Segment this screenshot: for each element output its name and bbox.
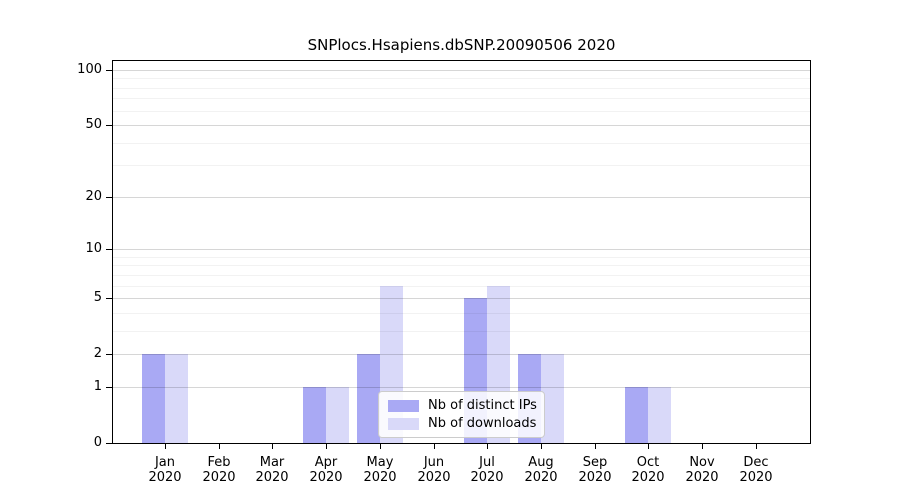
axis-left <box>112 60 113 444</box>
major-gridline <box>113 70 810 71</box>
x-tick <box>326 444 327 449</box>
minor-gridline <box>113 98 810 99</box>
minor-gridline <box>113 111 810 112</box>
major-gridline <box>113 387 810 388</box>
bar-nb-of-distinct-ips-apr-2020 <box>303 386 327 443</box>
y-tick-label: 2 <box>93 346 102 361</box>
axis-top <box>112 60 811 61</box>
bar-nb-of-downloads-oct-2020 <box>648 386 672 443</box>
x-tick-label: Feb 2020 <box>202 455 236 485</box>
y-tick-label: 1 <box>93 379 102 394</box>
y-tick <box>106 125 112 126</box>
y-tick-label: 20 <box>85 189 102 204</box>
axis-right <box>810 60 811 444</box>
minor-gridline <box>113 331 810 332</box>
minor-gridline <box>113 143 810 144</box>
x-tick-label: Sep 2020 <box>578 455 612 485</box>
legend-swatch-distinct-ips <box>388 399 419 412</box>
y-tick-label: 0 <box>93 435 102 450</box>
minor-gridline <box>113 275 810 276</box>
x-tick-label: Apr 2020 <box>309 455 343 485</box>
x-tick <box>648 444 649 449</box>
y-tick-label: 100 <box>77 62 102 77</box>
minor-gridline <box>113 313 810 314</box>
y-tick <box>106 298 112 299</box>
x-tick-label: Dec 2020 <box>739 455 773 485</box>
x-tick <box>487 444 488 449</box>
x-tick <box>165 444 166 449</box>
x-tick <box>595 444 596 449</box>
x-tick-label: Aug 2020 <box>524 455 558 485</box>
legend-label-downloads: Nb of downloads <box>428 416 537 431</box>
bar-nb-of-downloads-apr-2020 <box>326 386 350 443</box>
y-tick <box>106 197 112 198</box>
x-tick-label: Jun 2020 <box>417 455 451 485</box>
legend-swatch-downloads <box>388 417 419 430</box>
y-tick <box>106 70 112 71</box>
x-tick <box>434 444 435 449</box>
bar-nb-of-distinct-ips-jan-2020 <box>142 354 165 443</box>
major-gridline <box>113 125 810 126</box>
y-tick <box>106 443 112 444</box>
x-tick-label: May 2020 <box>363 455 397 485</box>
bar-nb-of-distinct-ips-oct-2020 <box>625 386 649 443</box>
major-gridline <box>113 249 810 250</box>
x-tick <box>541 444 542 449</box>
x-tick <box>380 444 381 449</box>
legend-item-distinct-ips: Nb of distinct IPs <box>388 398 537 413</box>
legend-item-downloads: Nb of downloads <box>388 416 537 431</box>
legend-label-distinct-ips: Nb of distinct IPs <box>428 398 537 413</box>
minor-gridline <box>113 78 810 79</box>
legend: Nb of distinct IPs Nb of downloads <box>378 391 545 438</box>
x-tick <box>756 444 757 449</box>
y-tick <box>106 387 112 388</box>
minor-gridline <box>113 286 810 287</box>
x-tick <box>272 444 273 449</box>
minor-gridline <box>113 88 810 89</box>
plot-area <box>113 60 810 443</box>
bar-nb-of-downloads-jan-2020 <box>165 354 188 443</box>
x-tick-label: Oct 2020 <box>631 455 665 485</box>
y-tick-label: 10 <box>85 241 102 256</box>
chart-title: SNPlocs.Hsapiens.dbSNP.20090506 2020 <box>307 36 616 54</box>
major-gridline <box>113 354 810 355</box>
x-tick-label: Nov 2020 <box>685 455 719 485</box>
x-tick <box>702 444 703 449</box>
minor-gridline <box>113 165 810 166</box>
minor-gridline <box>113 265 810 266</box>
y-tick <box>106 354 112 355</box>
y-tick <box>106 249 112 250</box>
major-gridline <box>113 197 810 198</box>
x-tick <box>219 444 220 449</box>
major-gridline <box>113 298 810 299</box>
x-tick-label: Jul 2020 <box>470 455 504 485</box>
x-tick-label: Jan 2020 <box>148 455 182 485</box>
bar-nb-of-distinct-ips-may-2020 <box>356 354 380 443</box>
minor-gridline <box>113 257 810 258</box>
x-tick-label: Mar 2020 <box>255 455 289 485</box>
bar-nb-of-downloads-aug-2020 <box>540 354 564 443</box>
y-tick-label: 50 <box>85 117 102 132</box>
axis-bottom <box>112 443 811 444</box>
y-tick-label: 5 <box>93 290 102 305</box>
